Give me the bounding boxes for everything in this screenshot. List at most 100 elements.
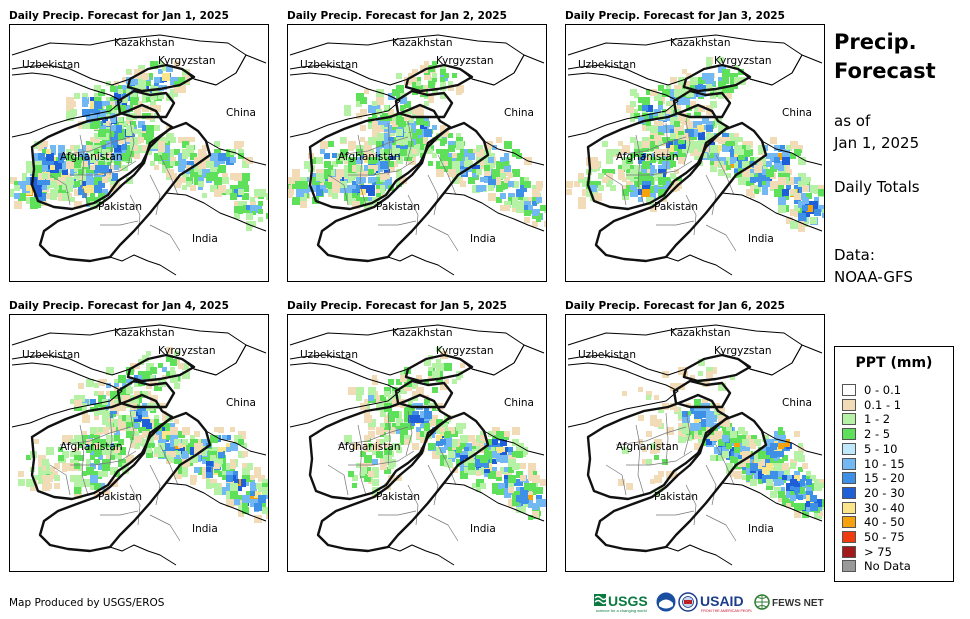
side-title-line2: Forecast [834,59,936,83]
label-uzbekistan: Uzbekistan [300,349,358,361]
map-canvas [566,34,824,276]
label-kyrgyzstan: Kyrgyzstan [714,345,772,357]
panel-title: Daily Precip. Forecast for Jan 2, 2025 [287,10,507,22]
legend-swatch [842,413,856,426]
label-india: India [192,233,218,245]
legend-title: PPT (mm) [855,355,933,371]
legend-label: 5 - 10 [864,441,898,456]
label-kyrgyzstan: Kyrgyzstan [158,55,216,67]
label-uzbekistan: Uzbekistan [300,59,358,71]
label-china: China [782,107,812,119]
precip-field [18,347,268,523]
svg-text:science for a changing world: science for a changing world [596,608,647,613]
label-uzbekistan: Uzbekistan [22,349,80,361]
side-title-line1: Precip. [834,30,917,54]
label-afghanistan: Afghanistan [616,441,679,453]
label-pakistan: Pakistan [376,491,420,503]
usaid-logo: USAID FROM THE AMERICAN PEOPLE [700,590,755,614]
label-china: China [226,107,256,119]
legend-swatch [842,442,856,455]
label-india: India [192,523,218,535]
label-india: India [470,233,496,245]
panel-title: Daily Precip. Forecast for Jan 1, 2025 [9,10,229,22]
svg-text:FROM THE AMERICAN PEOPLE: FROM THE AMERICAN PEOPLE [701,609,752,613]
label-kyrgyzstan: Kyrgyzstan [714,55,772,67]
usaid-text: USAID [700,593,744,609]
forecast-map: Kazakhstan Uzbekistan Kyrgyzstan China Afgha… [9,24,269,282]
label-pakistan: Pakistan [654,201,698,213]
forecast-panel-6: Daily Precip. Forecast for Jan 6, 2025 K… [565,300,825,575]
forecast-map: Kazakhstan Uzbekistan Kyrgyzstan China Afgha… [9,314,269,572]
legend-swatch [842,428,856,441]
forecast-panel-5: Daily Precip. Forecast for Jan 5, 2025 K… [287,300,547,575]
fews-net-logo: FEWS NET [754,590,824,614]
legend-swatch [842,398,856,411]
label-kazakhstan: Kazakhstan [114,37,175,49]
department-seal [678,590,698,614]
forecast-panel-1: Daily Precip. Forecast for Jan 1, 2025 K… [9,10,269,285]
label-china: China [782,397,812,409]
forecast-panel-4: Daily Precip. Forecast for Jan 4, 2025 K… [9,300,269,575]
label-afghanistan: Afghanistan [338,151,401,163]
label-uzbekistan: Uzbekistan [22,59,80,71]
label-kyrgyzstan: Kyrgyzstan [436,55,494,67]
label-kazakhstan: Kazakhstan [114,327,175,339]
label-kazakhstan: Kazakhstan [392,327,453,339]
label-pakistan: Pakistan [376,201,420,213]
legend-label: 10 - 15 [864,456,905,471]
legend-swatch [842,486,856,499]
legend-label: 1 - 2 [864,412,891,427]
map-canvas [10,34,268,276]
legend-swatch [842,531,856,543]
label-kazakhstan: Kazakhstan [670,37,731,49]
label-china: China [226,397,256,409]
label-afghanistan: Afghanistan [616,151,679,163]
label-india: India [748,523,774,535]
forecast-map: Kazakhstan Uzbekistan Kyrgyzstan China Afgha… [287,314,547,572]
forecast-map: Kazakhstan Uzbekistan Kyrgyzstan China Afgha… [565,24,825,282]
legend-label: 30 - 40 [864,500,905,515]
credit-text: Map Produced by USGS/EROS [9,597,165,609]
label-india: India [748,233,774,245]
daily-totals-label: Daily Totals [834,178,920,196]
legend-label: 0.1 - 1 [864,397,902,412]
legend-label: 20 - 30 [864,485,905,500]
label-pakistan: Pakistan [654,491,698,503]
label-india: India [470,523,496,535]
data-source-block: Data: NOAA-GFS [834,244,913,288]
forecast-map: Kazakhstan Uzbekistan Kyrgyzstan China Afgha… [565,314,825,572]
legend-label: 15 - 20 [864,471,905,486]
panel-title: Daily Precip. Forecast for Jan 6, 2025 [565,300,785,312]
label-kazakhstan: Kazakhstan [670,327,731,339]
legend-swatch [842,501,856,514]
map-canvas [288,34,546,276]
precip-field [566,57,824,232]
label-kyrgyzstan: Kyrgyzstan [158,345,216,357]
panel-title: Daily Precip. Forecast for Jan 5, 2025 [287,300,507,312]
map-canvas [567,324,824,566]
precip-field [618,359,824,519]
legend-label: > 75 [864,544,892,559]
side-title: Precip. Forecast [834,28,936,86]
as-of-date: Jan 1, 2025 [834,134,920,152]
svg-text:USGS: USGS [608,593,648,609]
label-afghanistan: Afghanistan [60,441,123,453]
legend-swatch [842,516,856,529]
label-pakistan: Pakistan [98,201,142,213]
label-kazakhstan: Kazakhstan [392,37,453,49]
as-of-label: as of [834,112,871,130]
legend-label: No Data [864,559,911,574]
noaa-logo [656,590,676,614]
as-of-block: as of Jan 1, 2025 [834,110,919,154]
label-afghanistan: Afghanistan [60,151,123,163]
map-canvas [11,324,268,566]
forecast-panel-3: Daily Precip. Forecast for Jan 3, 2025 K… [565,10,825,285]
legend-label: 50 - 75 [864,530,905,544]
legend-swatch [842,384,856,396]
legend-swatch [842,457,856,470]
legend-label: 40 - 50 [864,515,905,530]
forecast-panel-2: Daily Precip. Forecast for Jan 2, 2025 K… [287,10,547,285]
label-kyrgyzstan: Kyrgyzstan [436,345,494,357]
label-uzbekistan: Uzbekistan [578,349,636,361]
